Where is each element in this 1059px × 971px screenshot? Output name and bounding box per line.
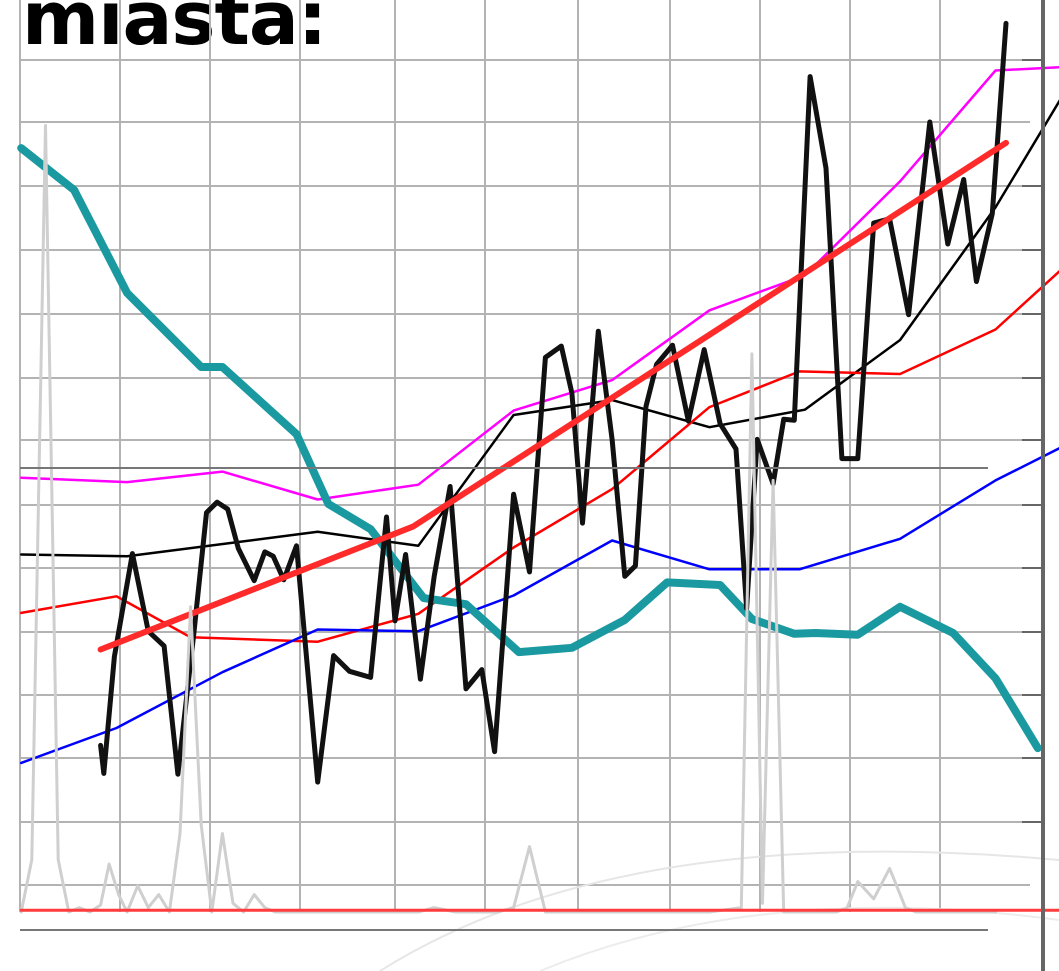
chart-grid	[19, 0, 1059, 971]
decor-arc-1	[539, 906, 1059, 971]
decor-arc-0	[379, 850, 1059, 971]
series-line-1	[19, 65, 1059, 501]
chart-series-layer	[17, 20, 1059, 914]
series-line-7	[19, 124, 997, 914]
series-line-3	[19, 447, 1059, 765]
page-title: miasta:	[22, 0, 335, 56]
series-line-4	[17, 144, 1042, 753]
series-line-5	[98, 20, 1009, 785]
series-line-6	[97, 139, 1009, 653]
series-line-2	[19, 269, 1059, 643]
chart-frame	[20, 0, 1045, 971]
